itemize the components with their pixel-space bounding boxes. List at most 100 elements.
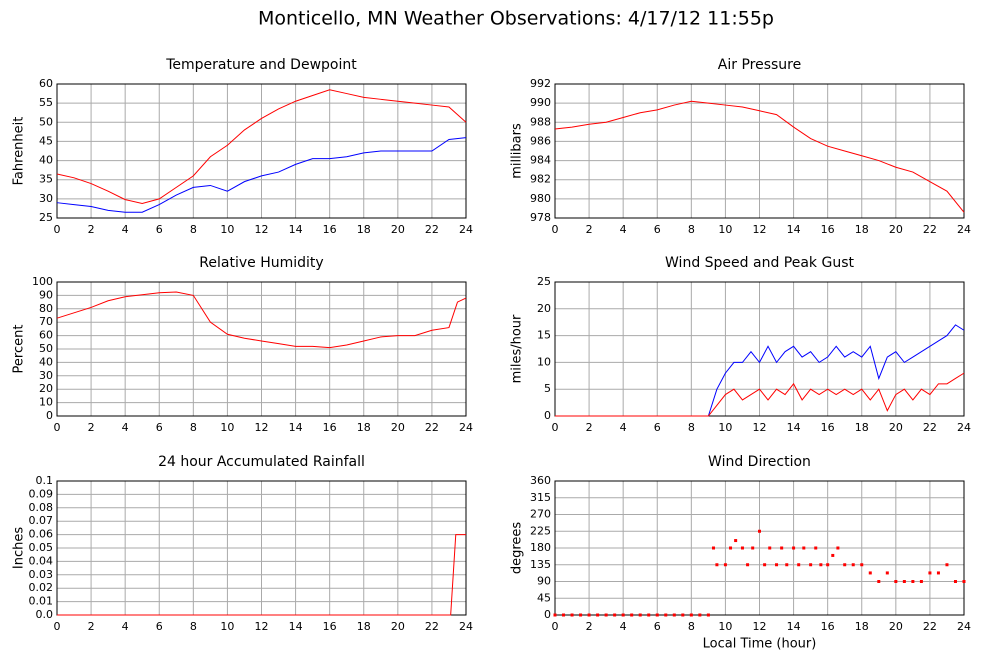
y-tick-label: 90: [537, 575, 551, 588]
x-tick-label: 4: [620, 620, 627, 633]
y-tick-label: 25: [537, 275, 551, 288]
y-tick-label: 988: [530, 115, 551, 128]
y-tick-label: 0.09: [29, 487, 54, 500]
data-point: [746, 563, 750, 567]
y-tick-label: 20: [537, 302, 551, 315]
y-tick-label: 20: [39, 382, 53, 395]
data-line: [554, 100, 965, 213]
x-tick-label: 4: [122, 223, 129, 236]
y-tick-label: 360: [530, 474, 551, 487]
data-point: [868, 571, 872, 575]
y-tick-label: 0: [46, 409, 53, 422]
x-tick-label: 12: [753, 421, 767, 434]
data-point: [814, 546, 818, 550]
x-tick-label: 18: [855, 223, 869, 236]
x-tick-label: 16: [323, 421, 337, 434]
data-point: [768, 546, 772, 550]
x-tick-label: 10: [220, 620, 234, 633]
y-tick-label: 0: [544, 409, 551, 422]
y-tick-label: 0.01: [29, 595, 54, 608]
x-tick-label: 4: [122, 421, 129, 434]
data-point: [962, 580, 966, 583]
x-tick-label: 24: [459, 421, 473, 434]
x-tick-label: 8: [688, 223, 695, 236]
y-tick-label: 984: [530, 154, 551, 167]
y-tick-label: 315: [530, 491, 551, 504]
data-point: [579, 613, 583, 617]
x-tick-label: 24: [459, 223, 473, 236]
x-tick-label: 14: [787, 421, 801, 434]
y-tick-label: 30: [39, 192, 53, 205]
x-tick-label: 0: [552, 421, 559, 434]
data-point: [785, 563, 789, 567]
x-tick-label: 14: [289, 620, 303, 633]
data-point: [672, 613, 676, 617]
data-line: [555, 372, 965, 417]
y-axis-label: degrees: [510, 522, 525, 575]
x-tick-label: 2: [586, 223, 593, 236]
x-tick-label: 4: [620, 223, 627, 236]
x-tick-label: 10: [220, 421, 234, 434]
y-axis-label: Percent: [12, 325, 27, 374]
y-tick-label: 50: [39, 342, 53, 355]
x-tick-label: 8: [688, 620, 695, 633]
data-point: [851, 563, 855, 567]
y-tick-label: 0.05: [29, 541, 54, 554]
y-tick-label: 982: [530, 173, 551, 186]
y-tick-label: 180: [530, 541, 551, 554]
x-tick-label: 20: [889, 620, 903, 633]
data-point: [751, 546, 755, 550]
data-point: [647, 613, 651, 617]
x-tick-label: 12: [255, 421, 269, 434]
x-tick-label: 6: [156, 223, 163, 236]
data-point: [763, 563, 767, 567]
x-tick-label: 22: [425, 223, 439, 236]
x-tick-label: 22: [425, 421, 439, 434]
data-point: [655, 613, 659, 617]
x-tick-label: 10: [718, 223, 732, 236]
data-point: [945, 563, 949, 567]
x-tick-label: 14: [289, 223, 303, 236]
x-tick-label: 10: [220, 223, 234, 236]
x-tick-label: 18: [357, 620, 371, 633]
y-tick-label: 0.0: [36, 608, 54, 621]
data-point: [715, 563, 719, 567]
data-point: [570, 613, 574, 617]
y-tick-label: 30: [39, 369, 53, 382]
x-tick-label: 6: [156, 620, 163, 633]
y-tick-label: 70: [39, 315, 53, 328]
x-tick-label: 12: [255, 223, 269, 236]
plot-frame: [554, 480, 965, 616]
data-point: [681, 613, 685, 617]
y-tick-label: 0.07: [29, 514, 54, 527]
y-tick-label: 10: [537, 355, 551, 368]
x-tick-label: 6: [654, 223, 661, 236]
x-tick-label: 22: [425, 620, 439, 633]
data-point: [792, 546, 796, 550]
data-point: [877, 580, 881, 583]
x-tick-label: 10: [718, 620, 732, 633]
y-tick-label: 978: [530, 211, 551, 224]
y-tick-label: 0: [544, 608, 551, 621]
y-tick-label: 55: [39, 96, 53, 109]
x-tick-label: 8: [688, 421, 695, 434]
data-point: [596, 613, 600, 617]
y-tick-label: 0.03: [29, 568, 54, 581]
x-tick-label: 2: [88, 421, 95, 434]
data-point: [953, 580, 957, 583]
data-point: [831, 553, 835, 557]
y-tick-label: 90: [39, 288, 53, 301]
data-line: [555, 324, 965, 417]
plot-frame: [554, 83, 965, 219]
y-tick-label: 10: [39, 396, 53, 409]
x-tick-label: 6: [156, 421, 163, 434]
data-point: [885, 571, 889, 575]
chart-title: Wind Direction: [708, 454, 811, 470]
data-point: [780, 546, 784, 550]
x-tick-label: 18: [855, 421, 869, 434]
data-line: [56, 291, 467, 349]
x-tick-label: 0: [552, 223, 559, 236]
x-tick-label: 16: [821, 223, 835, 236]
x-tick-label: 6: [654, 421, 661, 434]
